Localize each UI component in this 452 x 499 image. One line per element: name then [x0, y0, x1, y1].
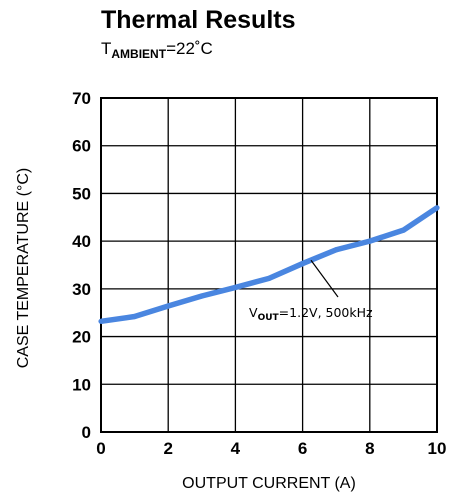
x-tick-label: 8 [365, 439, 374, 458]
subtitle-sub: AMBIENT [111, 47, 166, 61]
subtitle-main: T [101, 39, 111, 58]
subtitle-rest: =22˚C [166, 39, 213, 58]
data-point [199, 293, 205, 299]
grid-lines [101, 98, 437, 432]
y-tick-label: 40 [72, 232, 91, 251]
annotation-label: VOUT=1.2V, 500kHz [249, 305, 373, 323]
data-point [434, 205, 440, 211]
data-point [266, 275, 272, 281]
chart-title: Thermal Results [101, 6, 296, 34]
data-point [232, 284, 238, 291]
data-point [300, 260, 306, 267]
y-tick-labels: 0 10 20 30 40 50 60 70 [72, 89, 91, 442]
x-tick-labels: 0 2 4 6 8 10 [96, 439, 446, 458]
data-point [132, 313, 138, 320]
data-point [333, 247, 339, 253]
series-points [98, 205, 440, 324]
data-point [400, 227, 406, 233]
y-tick-label: 70 [72, 89, 91, 108]
data-point [165, 303, 171, 309]
plot-frame [100, 97, 438, 433]
data-point [98, 318, 104, 324]
x-tick-label: 2 [163, 439, 172, 458]
y-tick-label: 60 [72, 137, 91, 156]
x-tick-label: 10 [428, 439, 447, 458]
y-tick-label: 10 [72, 375, 91, 394]
annotation-main: V [249, 305, 258, 320]
annotation-leader-line [310, 259, 339, 298]
x-tick-label: 0 [96, 439, 105, 458]
series-line [100, 205, 439, 325]
y-tick-label: 20 [72, 328, 91, 347]
x-tick-label: 6 [298, 439, 307, 458]
y-tick-label: 30 [72, 280, 91, 299]
annotation-sub: OUT [258, 313, 280, 323]
x-axis-label: OUTPUT CURRENT (A) [182, 475, 356, 492]
data-point [367, 238, 373, 244]
y-tick-label: 0 [82, 423, 91, 442]
chart-subtitle: TAMBIENT=22˚C [101, 39, 213, 61]
y-axis-label: CASE TEMPERATURE (°C) [15, 168, 32, 369]
annotation-rest: =1.2V, 500kHz [279, 305, 373, 320]
y-tick-label: 50 [72, 184, 91, 203]
x-tick-label: 4 [231, 439, 241, 458]
